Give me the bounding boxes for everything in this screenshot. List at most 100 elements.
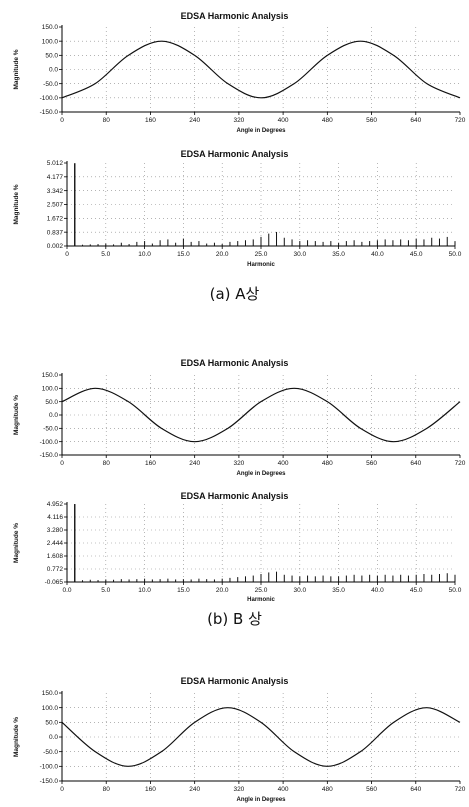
x-tick-label: 50.0 bbox=[449, 587, 462, 594]
y-tick-label: 150.0 bbox=[42, 24, 59, 31]
y-tick-label: 1.608 bbox=[47, 553, 64, 560]
chart-b-harmonics-plot: 0.0 5.0 10.0 15.0 20.0 25.0 30.0 35.0 40.0 45.0 50… bbox=[13, 501, 462, 603]
x-axis-label: Harmonic bbox=[247, 597, 275, 603]
x-tick-label: 320 bbox=[233, 117, 244, 124]
x-tick-label: 640 bbox=[410, 786, 421, 793]
y-tick-label: 5.012 bbox=[47, 160, 64, 167]
y-axis-label: Magnitude % bbox=[13, 184, 20, 224]
x-tick-label: 40.0 bbox=[371, 587, 384, 594]
chart-c-waveform: EDSA Harmonic Analysis 0 80 160 240 320 400 48… bbox=[0, 665, 469, 807]
x-tick-label: 560 bbox=[366, 117, 377, 124]
waveform-line bbox=[61, 40, 461, 99]
x-tick-label: 400 bbox=[278, 786, 289, 793]
y-tick-label: -150.0 bbox=[40, 778, 59, 785]
y-tick-label: -150.0 bbox=[40, 452, 59, 459]
x-tick-label: 0 bbox=[60, 786, 64, 793]
y-tick-label: 1.672 bbox=[47, 216, 64, 223]
waveform-line bbox=[61, 707, 461, 767]
x-tick-label: 45.0 bbox=[410, 251, 423, 258]
y-tick-label: 100.0 bbox=[42, 705, 59, 712]
y-tick-label: 50.0 bbox=[45, 399, 58, 406]
y-tick-label: 50.0 bbox=[45, 53, 58, 60]
x-tick-label: 400 bbox=[278, 117, 289, 124]
y-tick-label: 50.0 bbox=[45, 720, 58, 727]
x-tick-label: 720 bbox=[455, 786, 466, 793]
x-tick-label: 0.0 bbox=[62, 587, 71, 594]
chart-b-harmonics: EDSA Harmonic Analysis 0.0 5.0 10.0 15.0 20.… bbox=[0, 487, 469, 607]
y-tick-label: 2.507 bbox=[47, 202, 64, 209]
y-tick-label: -50.0 bbox=[43, 749, 58, 756]
x-tick-label: 640 bbox=[410, 117, 421, 124]
x-tick-label: 240 bbox=[189, 786, 200, 793]
x-tick-label: 240 bbox=[189, 117, 200, 124]
x-tick-label: 40.0 bbox=[371, 251, 384, 258]
y-tick-label: 3.280 bbox=[47, 527, 64, 534]
x-tick-label: 35.0 bbox=[332, 251, 345, 258]
y-tick-label: -150.0 bbox=[40, 109, 59, 116]
x-tick-label: 560 bbox=[366, 786, 377, 793]
x-tick-label: 400 bbox=[278, 460, 289, 467]
x-tick-label: 10.0 bbox=[138, 587, 151, 594]
x-tick-label: 480 bbox=[322, 786, 333, 793]
x-tick-label: 320 bbox=[233, 786, 244, 793]
y-tick-label: 0.837 bbox=[47, 229, 64, 236]
x-tick-label: 560 bbox=[366, 460, 377, 467]
y-tick-label: -100.0 bbox=[40, 764, 59, 771]
x-tick-label: 80 bbox=[103, 460, 111, 467]
x-tick-label: 25.0 bbox=[255, 587, 268, 594]
x-tick-label: 480 bbox=[322, 117, 333, 124]
y-tick-label: -100.0 bbox=[40, 95, 59, 102]
x-tick-label: 5.0 bbox=[101, 251, 110, 258]
y-tick-label: 150.0 bbox=[42, 372, 59, 379]
y-tick-label: 0.772 bbox=[47, 566, 64, 573]
y-tick-label: 0.0 bbox=[49, 734, 58, 741]
waveform-line bbox=[61, 387, 461, 443]
x-tick-label: 640 bbox=[410, 460, 421, 467]
x-tick-label: 0 bbox=[60, 117, 64, 124]
x-tick-label: 20.0 bbox=[216, 251, 229, 258]
x-tick-label: 35.0 bbox=[332, 587, 345, 594]
chart-a-harmonics: EDSA Harmonic Analysis 0 5.0 10.0 15.0 20.0 2… bbox=[0, 135, 469, 270]
x-tick-label: 160 bbox=[145, 460, 156, 467]
y-tick-label: -50.0 bbox=[43, 81, 58, 88]
x-tick-label: 80 bbox=[103, 786, 111, 793]
x-tick-label: 25.0 bbox=[255, 251, 268, 258]
x-tick-label: 15.0 bbox=[177, 251, 190, 258]
x-tick-label: 45.0 bbox=[410, 587, 423, 594]
y-tick-label: 3.342 bbox=[47, 188, 64, 195]
x-tick-label: 15.0 bbox=[177, 587, 190, 594]
x-axis-label: Angle in Degrees bbox=[236, 471, 286, 477]
y-axis-label: Magnitude % bbox=[13, 395, 20, 435]
y-axis-label: Magnitude % bbox=[13, 717, 20, 757]
caption-a: (a) A상 bbox=[209, 285, 260, 303]
x-axis-label: Harmonic bbox=[247, 262, 275, 268]
x-tick-label: 50.0 bbox=[449, 251, 462, 258]
x-tick-label: 240 bbox=[189, 460, 200, 467]
x-tick-label: 480 bbox=[322, 460, 333, 467]
y-tick-label: 0.0 bbox=[49, 412, 58, 419]
y-tick-label: -0.065 bbox=[45, 579, 64, 586]
chart-a-waveform: EDSA Harmonic Analysis 0 80 160 240 320 400 48… bbox=[0, 0, 469, 135]
x-axis-label: Angle in Degrees bbox=[236, 797, 286, 803]
y-tick-label: -50.0 bbox=[43, 426, 58, 433]
x-tick-label: 160 bbox=[145, 117, 156, 124]
y-tick-label: 2.444 bbox=[47, 540, 64, 547]
y-tick-label: 4.116 bbox=[47, 514, 63, 521]
x-tick-label: 30.0 bbox=[293, 587, 306, 594]
x-tick-label: 0 bbox=[60, 460, 64, 467]
y-tick-label: 150.0 bbox=[42, 690, 59, 697]
x-axis-label: Angle in Degrees bbox=[236, 128, 286, 134]
y-tick-label: -100.0 bbox=[40, 439, 59, 446]
y-tick-label: 0.002 bbox=[47, 243, 64, 250]
chart-title: EDSA Harmonic Analysis bbox=[180, 11, 289, 21]
y-axis-label: Magnitude % bbox=[13, 49, 20, 89]
y-tick-label: 4.177 bbox=[47, 174, 64, 181]
x-tick-label: 320 bbox=[233, 460, 244, 467]
caption-b: (b) B 상 bbox=[207, 610, 262, 628]
x-tick-label: 10.0 bbox=[138, 251, 151, 258]
chart-title: EDSA Harmonic Analysis bbox=[180, 491, 289, 501]
chart-title: EDSA Harmonic Analysis bbox=[180, 358, 289, 368]
x-tick-label: 0 bbox=[65, 251, 69, 258]
chart-b-waveform-plot: 0 80 160 240 320 400 480 560 640 720 150.0 100.0 50.… bbox=[13, 372, 466, 477]
chart-title: EDSA Harmonic Analysis bbox=[180, 149, 289, 159]
